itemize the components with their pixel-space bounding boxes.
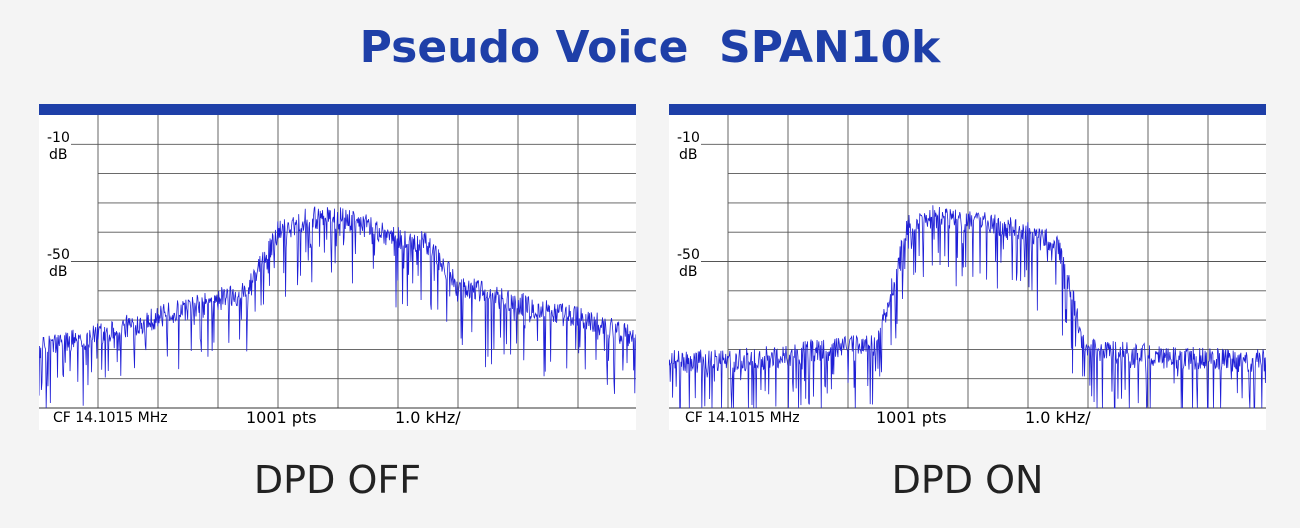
spectrum-chart-dpd-on: -10 dB -50 dB CF 14.1015 MHz 1001 pts 1.… xyxy=(669,104,1266,430)
spectrum-trace-line xyxy=(39,206,636,409)
spectrum-panel-dpd-off: -10 dB -50 dB CF 14.1015 MHz 1001 pts 1.… xyxy=(39,104,636,430)
y-tick-label-mid: -50 xyxy=(677,247,700,263)
y-tick-label-top: -10 xyxy=(677,130,700,146)
y-tick-unit-mid: dB xyxy=(49,264,68,280)
footer-center-frequency: CF 14.1015 MHz xyxy=(685,410,800,426)
chart-header-bar xyxy=(39,104,636,115)
y-tick-unit-top: dB xyxy=(49,147,68,163)
caption-dpd-on: DPD ON xyxy=(891,458,1044,502)
chart-background xyxy=(39,104,636,430)
footer-center-frequency: CF 14.1015 MHz xyxy=(53,410,168,426)
spectrum-trace-line xyxy=(669,205,1266,409)
caption-dpd-off: DPD OFF xyxy=(253,458,422,502)
y-tick-unit-mid: dB xyxy=(679,264,698,280)
footer-points: 1001 pts xyxy=(876,408,947,427)
spectrum-chart-dpd-off: -10 dB -50 dB CF 14.1015 MHz 1001 pts 1.… xyxy=(39,104,636,430)
chart-background xyxy=(669,104,1266,430)
page-title: Pseudo Voice SPAN10k xyxy=(359,22,941,73)
chart-header-bar xyxy=(669,104,1266,115)
footer-span-per-div: 1.0 kHz/ xyxy=(1025,408,1091,427)
spectrum-trace xyxy=(669,205,1266,409)
footer-span-per-div: 1.0 kHz/ xyxy=(395,408,461,427)
y-tick-label-mid: -50 xyxy=(47,247,70,263)
y-tick-unit-top: dB xyxy=(679,147,698,163)
spectrum-panel-dpd-on: -10 dB -50 dB CF 14.1015 MHz 1001 pts 1.… xyxy=(669,104,1266,430)
chart-grid xyxy=(39,115,636,409)
y-tick-label-top: -10 xyxy=(47,130,70,146)
spectrum-trace xyxy=(39,206,636,409)
footer-points: 1001 pts xyxy=(246,408,317,427)
